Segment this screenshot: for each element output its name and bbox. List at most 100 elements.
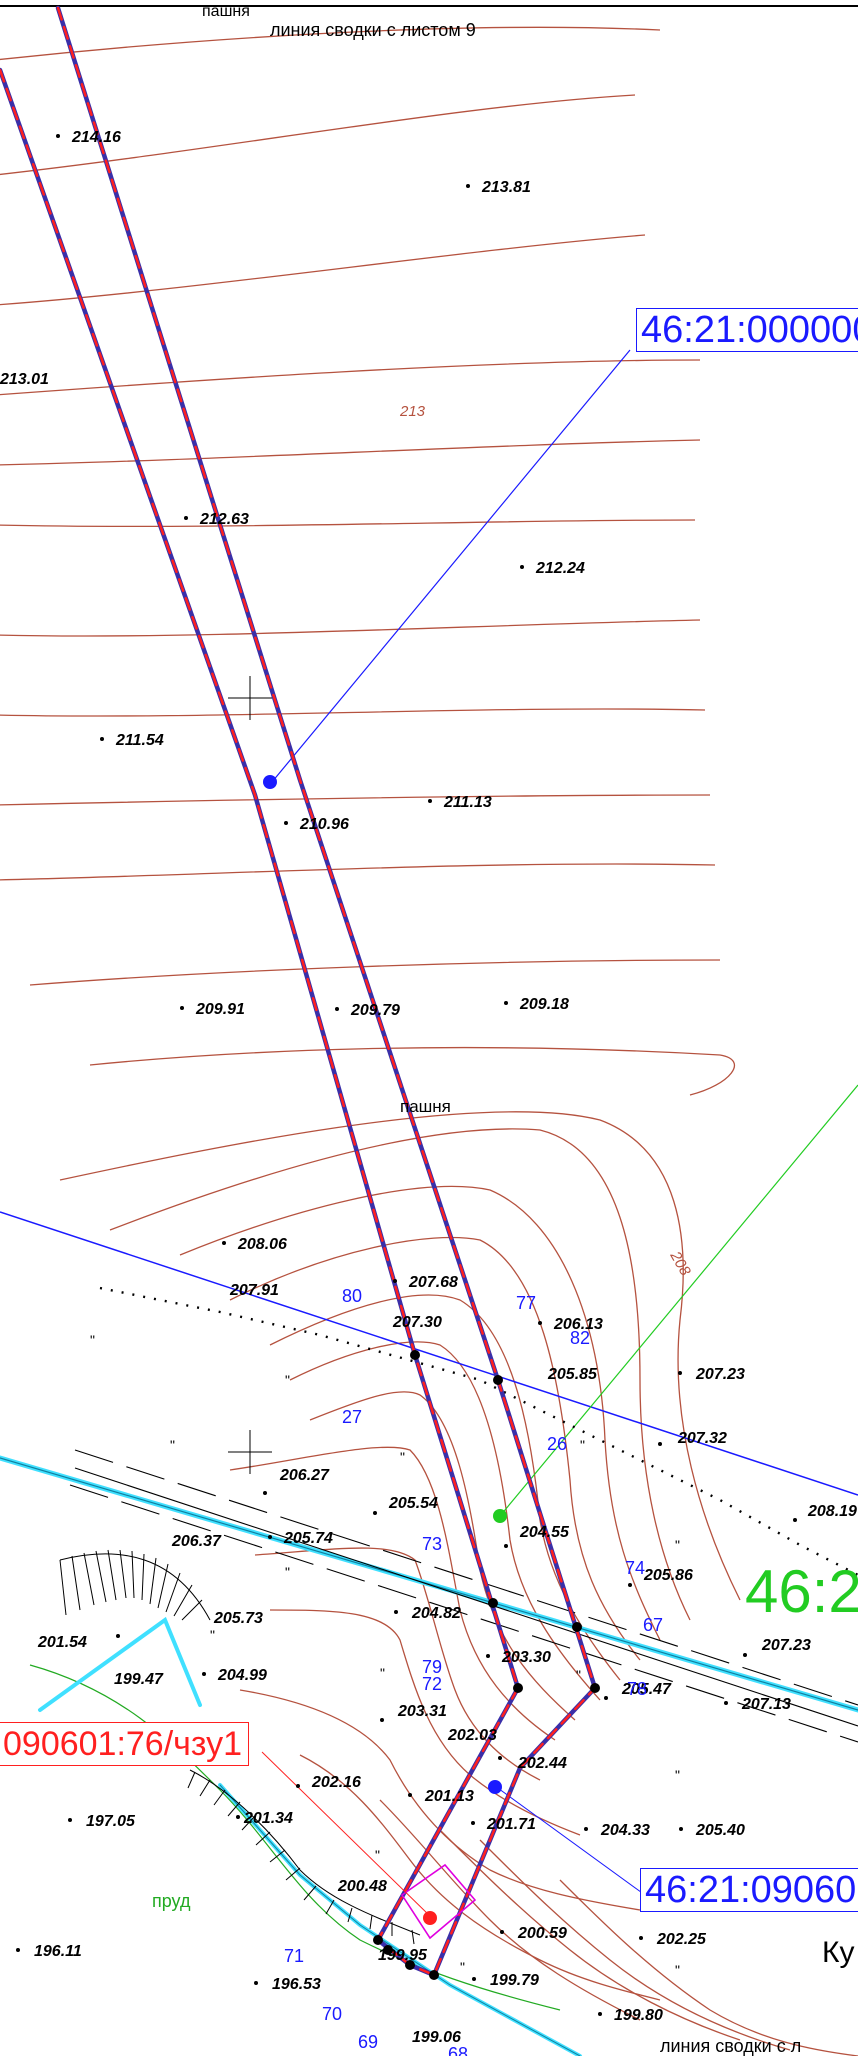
elevation-point: 200.59 — [500, 1925, 567, 1942]
elevation-point: 207.68 — [393, 1274, 458, 1291]
elevation-marks: 214.16 213.81 213.01 212.63 212.24 211.5… — [0, 129, 857, 2046]
corridor-lines — [0, 5, 598, 1978]
svg-text:196.53: 196.53 — [272, 1976, 321, 1993]
elevation-point: 201.13 — [408, 1788, 474, 1805]
svg-text:211.54: 211.54 — [115, 732, 164, 749]
svg-text:199.95: 199.95 — [378, 1947, 428, 1964]
elevation-point: 205.85 — [547, 1366, 598, 1383]
point-number: 26 — [547, 1434, 567, 1454]
svg-text:": " — [400, 1449, 405, 1465]
contour-label: 213 — [399, 403, 426, 420]
elevation-point: 199.47 — [114, 1634, 164, 1688]
elevation-point: 207.30 — [392, 1314, 442, 1331]
svg-text:205.54: 205.54 — [388, 1495, 438, 1512]
svg-text:207.23: 207.23 — [695, 1366, 745, 1383]
elevation-point: 210.96 — [284, 816, 349, 833]
parcel-marker-red — [423, 1911, 437, 1925]
svg-text:": " — [210, 1627, 215, 1643]
svg-text:207.68: 207.68 — [408, 1274, 458, 1291]
point-number: 73 — [422, 1534, 442, 1554]
svg-text:": " — [675, 1767, 680, 1783]
elevation-point: 201.54 — [37, 1634, 87, 1651]
elevation-point: 206.13 — [538, 1316, 603, 1333]
svg-text:196.11: 196.11 — [34, 1943, 82, 1960]
point-number: 68 — [448, 2044, 468, 2056]
svg-text:": " — [90, 1332, 95, 1348]
svg-text:207.13: 207.13 — [741, 1696, 791, 1713]
pond-edge — [29, 1664, 561, 2011]
cadastral-label-top[interactable]: 46:21:000000 — [636, 308, 858, 352]
point-number: 27 — [342, 1407, 362, 1427]
elevation-point: 199.06 — [412, 2029, 461, 2046]
svg-text:199.80: 199.80 — [614, 2007, 663, 2024]
point-number: 69 — [358, 2032, 378, 2052]
svg-text:202.03: 202.03 — [447, 1727, 497, 1744]
elevation-point: 212.63 — [184, 511, 249, 528]
svg-text:207.30: 207.30 — [392, 1314, 442, 1331]
svg-text:213.01: 213.01 — [0, 371, 49, 388]
svg-text:": " — [580, 1437, 585, 1453]
svg-text:200.48: 200.48 — [337, 1878, 387, 1895]
elevation-point: 204.82 — [394, 1605, 461, 1622]
elevation-point: 207.13 — [724, 1696, 791, 1713]
point-numbers: 80 77 82 27 26 73 74 67 79 72 78 71 70 6… — [284, 1286, 663, 2056]
contour-label: 208 — [666, 1248, 694, 1280]
cadastral-boundary-line — [0, 1211, 858, 1496]
slope-hatching — [59, 1549, 421, 1945]
place-name: Ку — [822, 1936, 854, 1969]
elevation-point: 211.13 — [428, 794, 492, 811]
svg-text:": " — [576, 1667, 581, 1683]
svg-text:206.27: 206.27 — [279, 1467, 330, 1484]
point-number: 74 — [625, 1558, 645, 1578]
elevation-point: 196.53 — [254, 1976, 321, 1993]
svg-text:207.23: 207.23 — [761, 1637, 811, 1654]
svg-text:206.37: 206.37 — [171, 1533, 222, 1550]
svg-text:205.47: 205.47 — [621, 1681, 672, 1698]
parcel-number-large: 46:2 — [745, 1558, 858, 1625]
sheet-join-label-bottom: линия сводки с л — [660, 2036, 801, 2056]
svg-text:201.13: 201.13 — [424, 1788, 474, 1805]
vegetation-symbols: " " " " " " " " " " " " " " — [90, 1332, 680, 1978]
elevation-point: 206.37 — [171, 1533, 222, 1550]
svg-text:202.44: 202.44 — [517, 1755, 567, 1772]
elevation-point: 208.06 — [222, 1236, 287, 1253]
svg-text:200.59: 200.59 — [517, 1925, 567, 1942]
elevation-point: 204.55 — [504, 1524, 570, 1548]
svg-text:": " — [675, 1962, 680, 1978]
elevation-point: 199.80 — [598, 2007, 663, 2024]
svg-text:206.13: 206.13 — [553, 1316, 603, 1333]
elevation-point: 211.54 — [100, 732, 164, 749]
elevation-point: 206.27 — [263, 1467, 330, 1495]
svg-text:203.30: 203.30 — [501, 1649, 551, 1666]
svg-text:213.81: 213.81 — [481, 179, 531, 196]
elevation-point: 203.30 — [486, 1649, 551, 1666]
elevation-point: 207.23 — [678, 1366, 745, 1383]
elevation-point: 202.16 — [296, 1774, 361, 1791]
svg-text:": " — [170, 1437, 175, 1453]
svg-text:": " — [675, 1537, 680, 1553]
svg-text:197.05: 197.05 — [86, 1813, 136, 1830]
parcel-marker-blue — [263, 775, 277, 789]
elevation-point: 199.79 — [472, 1972, 539, 1989]
elevation-point: 200.48 — [337, 1878, 387, 1895]
elevation-point: 205.86 — [628, 1567, 693, 1587]
elevation-point: 204.33 — [584, 1822, 650, 1839]
parcel-marker-blue — [488, 1780, 502, 1794]
cadastral-label-bottom[interactable]: 46:21:09060 — [640, 1868, 858, 1912]
elevation-point: 212.24 — [520, 560, 585, 577]
elevation-point: 201.71 — [471, 1816, 536, 1833]
elevation-point: 208.19 — [793, 1503, 857, 1522]
svg-text:209.91: 209.91 — [195, 1001, 245, 1018]
svg-text:201.34: 201.34 — [243, 1810, 293, 1827]
elevation-point: 205.54 — [373, 1495, 438, 1515]
cadastral-label-left[interactable]: 090601:76/чзу1 — [0, 1722, 249, 1766]
svg-text:205.85: 205.85 — [547, 1366, 598, 1383]
svg-text:199.79: 199.79 — [490, 1972, 539, 1989]
leader-line-left — [261, 1751, 433, 1919]
point-number: 71 — [284, 1946, 304, 1966]
svg-text:202.16: 202.16 — [311, 1774, 361, 1791]
point-number: 82 — [570, 1328, 590, 1348]
point-number: 80 — [342, 1286, 362, 1306]
